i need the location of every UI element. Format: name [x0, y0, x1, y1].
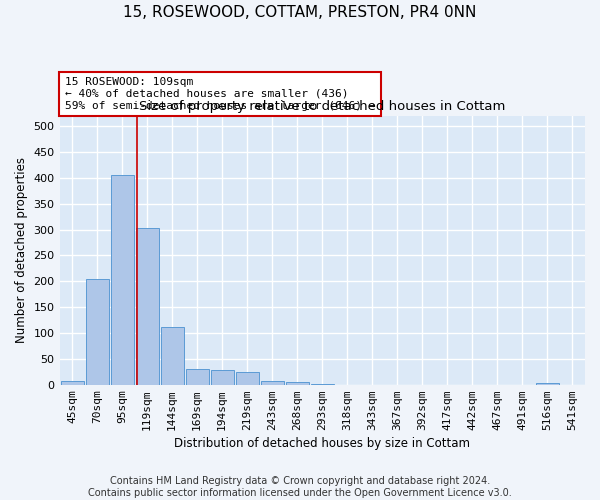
Bar	[261, 381, 284, 384]
X-axis label: Distribution of detached houses by size in Cottam: Distribution of detached houses by size …	[174, 437, 470, 450]
Bar	[536, 383, 559, 384]
Bar	[86, 278, 109, 384]
Bar	[185, 369, 209, 384]
Bar	[286, 382, 309, 384]
Text: 15 ROSEWOOD: 109sqm
← 40% of detached houses are smaller (436)
59% of semi-detac: 15 ROSEWOOD: 109sqm ← 40% of detached ho…	[65, 78, 375, 110]
Bar	[110, 176, 134, 384]
Bar	[161, 327, 184, 384]
Bar	[136, 228, 158, 384]
Bar	[236, 372, 259, 384]
Y-axis label: Number of detached properties: Number of detached properties	[15, 158, 28, 344]
Text: 15, ROSEWOOD, COTTAM, PRESTON, PR4 0NN: 15, ROSEWOOD, COTTAM, PRESTON, PR4 0NN	[124, 5, 476, 20]
Text: Contains HM Land Registry data © Crown copyright and database right 2024.
Contai: Contains HM Land Registry data © Crown c…	[88, 476, 512, 498]
Title: Size of property relative to detached houses in Cottam: Size of property relative to detached ho…	[139, 100, 505, 114]
Bar	[211, 370, 233, 384]
Bar	[61, 380, 83, 384]
